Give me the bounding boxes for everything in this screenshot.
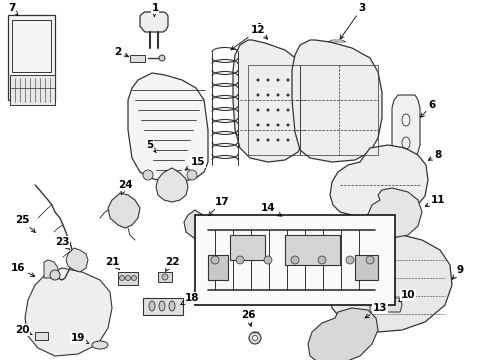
Text: 1: 1 <box>151 3 159 17</box>
Text: 17: 17 <box>209 197 229 215</box>
Circle shape <box>287 78 290 81</box>
Circle shape <box>131 275 137 280</box>
Polygon shape <box>330 145 428 218</box>
Circle shape <box>287 108 290 112</box>
Text: 3: 3 <box>340 3 366 39</box>
Circle shape <box>366 256 374 264</box>
Circle shape <box>276 123 279 126</box>
Text: 19: 19 <box>71 333 89 343</box>
Polygon shape <box>230 235 265 260</box>
Polygon shape <box>184 210 210 240</box>
Polygon shape <box>128 73 208 182</box>
Text: 26: 26 <box>241 310 255 327</box>
Bar <box>195 215 395 305</box>
Ellipse shape <box>149 301 155 311</box>
Circle shape <box>256 139 260 141</box>
Polygon shape <box>370 298 402 312</box>
Circle shape <box>276 78 279 81</box>
Circle shape <box>256 108 260 112</box>
Circle shape <box>276 94 279 96</box>
Text: 11: 11 <box>425 195 445 206</box>
Text: 14: 14 <box>261 203 282 216</box>
Text: 7: 7 <box>8 3 18 15</box>
Circle shape <box>318 256 326 264</box>
Text: 8: 8 <box>428 150 441 160</box>
Polygon shape <box>10 75 55 105</box>
Circle shape <box>125 275 130 280</box>
Ellipse shape <box>169 301 175 311</box>
Polygon shape <box>285 235 340 265</box>
Text: 4: 4 <box>254 23 268 39</box>
Circle shape <box>267 108 270 112</box>
Text: 23: 23 <box>55 237 70 249</box>
Circle shape <box>267 78 270 81</box>
Polygon shape <box>8 15 55 100</box>
Polygon shape <box>392 95 420 158</box>
Circle shape <box>256 94 260 96</box>
Polygon shape <box>308 308 378 360</box>
Circle shape <box>256 78 260 81</box>
Circle shape <box>276 108 279 112</box>
Circle shape <box>291 256 299 264</box>
Polygon shape <box>118 272 138 285</box>
Text: 22: 22 <box>165 257 179 271</box>
Text: 6: 6 <box>420 100 436 117</box>
Circle shape <box>143 170 153 180</box>
Circle shape <box>287 123 290 126</box>
Circle shape <box>249 332 261 344</box>
Circle shape <box>346 256 354 264</box>
Polygon shape <box>130 55 145 62</box>
Text: 13: 13 <box>365 303 387 318</box>
Polygon shape <box>66 248 88 272</box>
Text: 10: 10 <box>399 290 415 301</box>
Circle shape <box>162 274 168 280</box>
Text: 12: 12 <box>231 25 265 50</box>
Circle shape <box>287 139 290 141</box>
Circle shape <box>159 55 165 61</box>
Circle shape <box>267 94 270 96</box>
Circle shape <box>236 256 244 264</box>
Text: 5: 5 <box>147 140 156 152</box>
Circle shape <box>264 256 272 264</box>
Polygon shape <box>355 255 378 280</box>
Text: 21: 21 <box>105 257 120 270</box>
Polygon shape <box>328 235 452 332</box>
Polygon shape <box>108 193 140 228</box>
Polygon shape <box>156 168 188 202</box>
Text: 20: 20 <box>15 325 32 335</box>
Polygon shape <box>233 40 308 162</box>
Text: 2: 2 <box>114 47 128 57</box>
Polygon shape <box>368 188 422 238</box>
Polygon shape <box>25 268 112 356</box>
Text: 9: 9 <box>452 265 464 279</box>
Polygon shape <box>44 260 58 278</box>
Circle shape <box>256 123 260 126</box>
Text: 24: 24 <box>118 180 132 194</box>
Polygon shape <box>292 40 382 162</box>
Text: 25: 25 <box>15 215 35 233</box>
Circle shape <box>50 270 60 280</box>
Ellipse shape <box>159 301 165 311</box>
Circle shape <box>267 139 270 141</box>
Polygon shape <box>35 332 48 340</box>
Circle shape <box>211 256 219 264</box>
Text: 18: 18 <box>181 293 199 305</box>
Text: 15: 15 <box>185 157 205 170</box>
Circle shape <box>287 94 290 96</box>
Polygon shape <box>158 272 172 282</box>
Circle shape <box>187 170 197 180</box>
Circle shape <box>252 336 258 341</box>
Circle shape <box>120 275 124 280</box>
Text: 16: 16 <box>11 263 35 276</box>
Circle shape <box>276 139 279 141</box>
Polygon shape <box>140 12 168 32</box>
Polygon shape <box>143 298 183 315</box>
Ellipse shape <box>92 341 108 349</box>
Polygon shape <box>208 255 228 280</box>
Circle shape <box>267 123 270 126</box>
